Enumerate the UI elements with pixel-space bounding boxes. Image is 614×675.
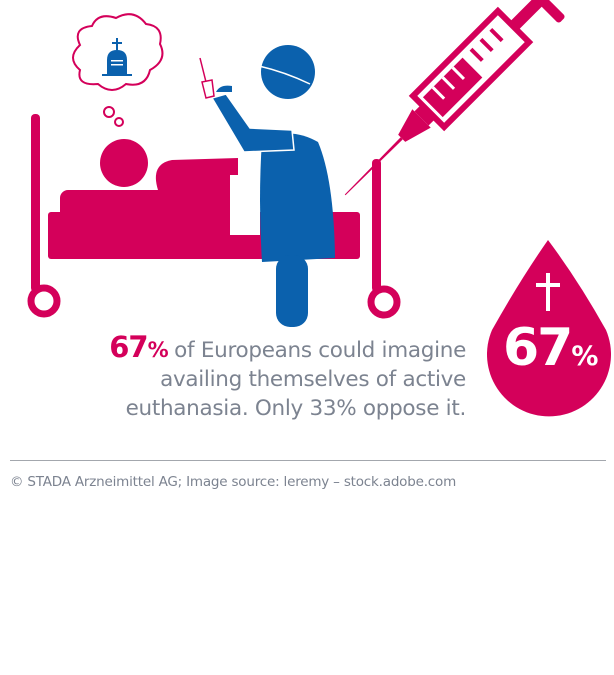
statement-line-2: availing themselves of active [160,367,466,392]
image-credit: © STADA Arzneimittel AG; Image source: l… [10,474,457,490]
highlight-percentage: 67% [109,330,169,364]
gravestone-icon [102,38,132,76]
drop-value: 67 [503,318,573,378]
drop-icon [487,240,611,417]
divider [10,460,606,461]
cross-icon [536,273,560,311]
statement-line-1: of Europeans could imagine [167,338,466,363]
syringe-icon [344,0,565,196]
drop-percentage: 67% [503,318,598,378]
patient-icon [60,139,260,235]
statistic-statement: 67% of Europeans could imagine availing … [46,333,466,423]
euthanasia-illustration [27,0,611,417]
drop-unit: % [571,341,599,372]
highlight-unit: % [147,338,169,362]
doctor-icon [199,45,335,327]
statement-line-3: euthanasia. Only 33% oppose it. [125,396,467,421]
highlight-value: 67 [109,330,148,364]
thought-bubble-icon [72,13,164,127]
